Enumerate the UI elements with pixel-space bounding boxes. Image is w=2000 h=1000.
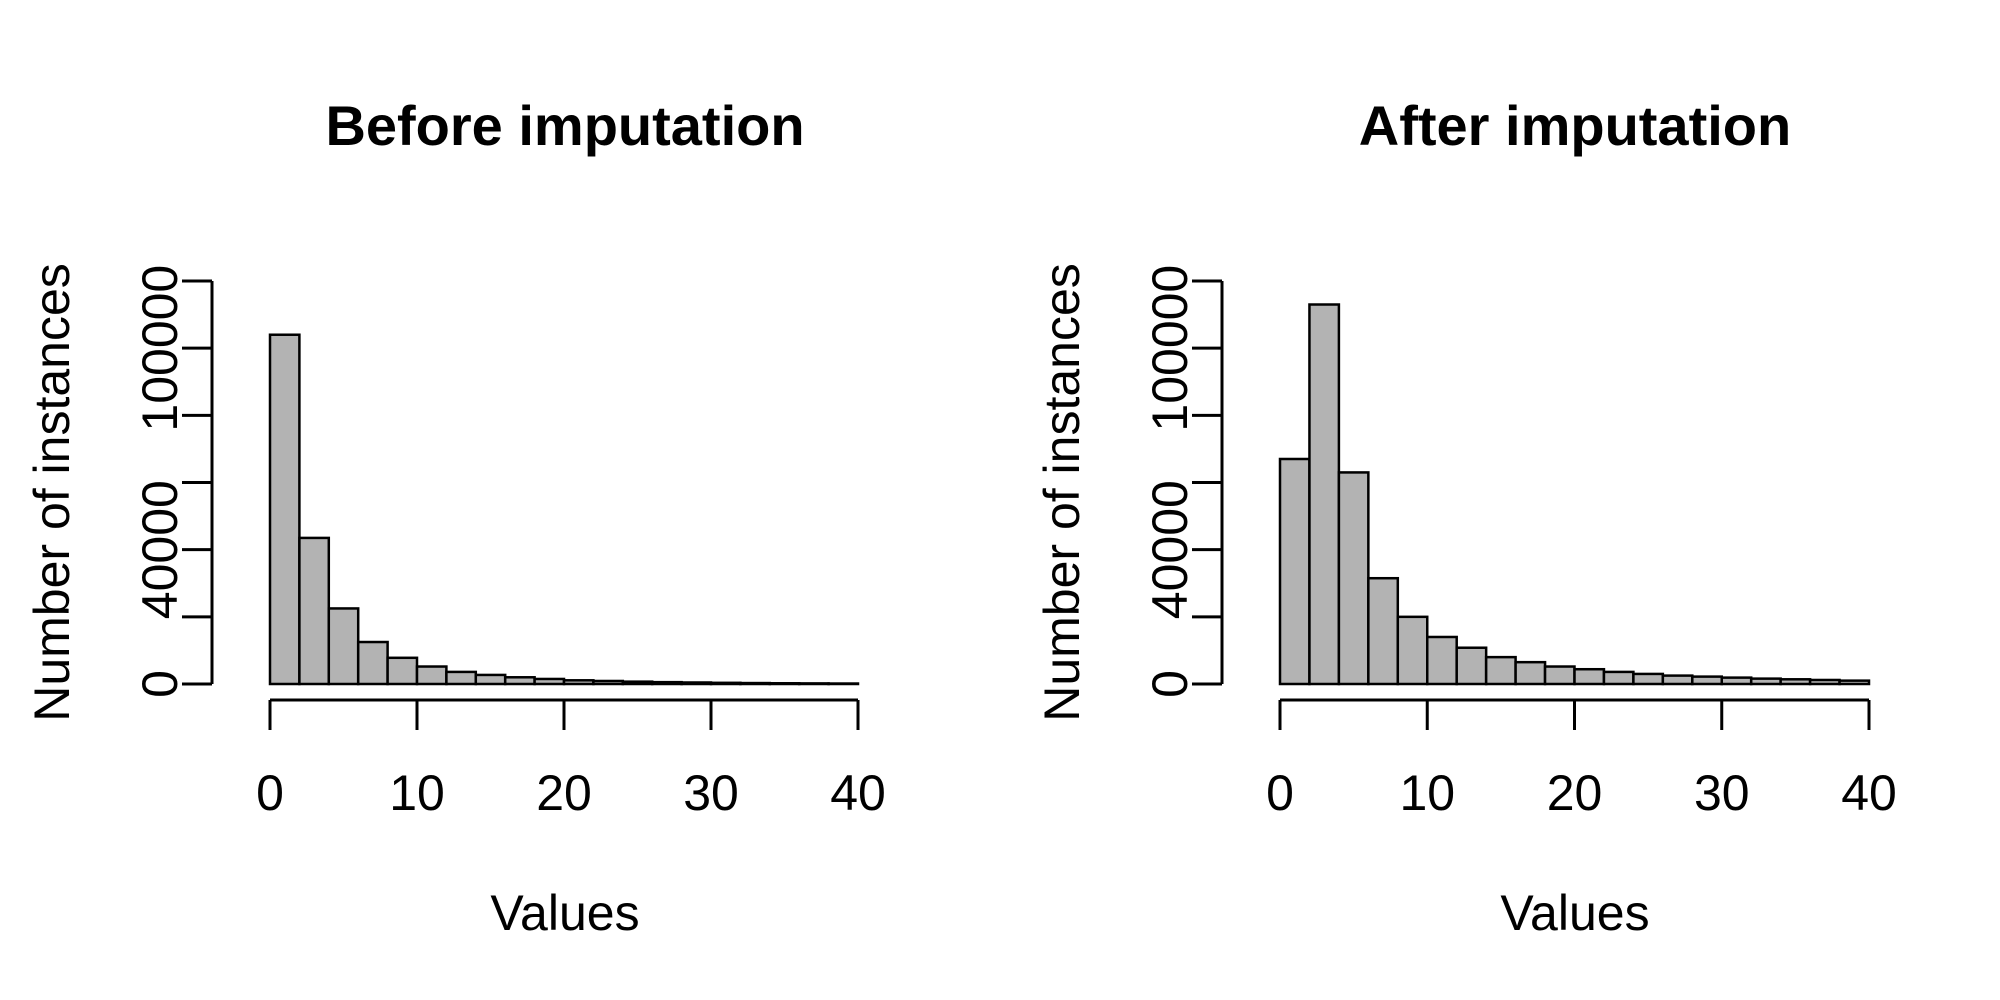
panel-before-imputation: Before imputation 0 40000 100000 Number of i… xyxy=(24,94,886,941)
histogram-bar xyxy=(1396,615,1429,686)
histogram-bar xyxy=(650,680,683,686)
x-axis: 0 10 20 30 40 xyxy=(1266,698,1897,821)
x-tick-label: 40 xyxy=(830,765,886,821)
histogram-bar xyxy=(1367,576,1400,686)
y-tick-label: 100000 xyxy=(132,265,188,432)
histogram-bar xyxy=(1779,678,1812,686)
histogram-bar xyxy=(1838,679,1871,686)
histogram-bar xyxy=(592,679,625,686)
histogram-bar xyxy=(797,682,830,686)
x-tick-label: 0 xyxy=(1266,765,1294,821)
y-tick-label: 0 xyxy=(1142,670,1198,698)
histogram-bar xyxy=(1602,670,1635,686)
x-axis: 0 10 20 30 40 xyxy=(256,698,886,821)
x-tick-label: 10 xyxy=(1399,765,1455,821)
histogram-bar xyxy=(1514,660,1547,686)
y-tick-label: 40000 xyxy=(132,480,188,619)
histogram-bar xyxy=(1808,678,1841,686)
histogram-bar xyxy=(356,640,389,686)
bars xyxy=(268,333,860,686)
histogram-bar xyxy=(1720,676,1753,686)
histogram-bar xyxy=(680,681,713,686)
x-tick-label: 40 xyxy=(1841,765,1897,821)
y-tick-label: 100000 xyxy=(1142,265,1198,432)
histogram-bar xyxy=(1484,655,1517,686)
histogram-bar xyxy=(739,681,772,686)
histogram-bar xyxy=(1661,674,1694,686)
histogram-bar xyxy=(621,680,654,686)
histogram-bar xyxy=(1691,675,1724,686)
histogram-bar xyxy=(1749,677,1782,686)
histogram-bar xyxy=(474,673,507,686)
x-tick-label: 20 xyxy=(536,765,592,821)
y-tick-label: 40000 xyxy=(1142,480,1198,619)
y-axis: 0 40000 100000 xyxy=(132,265,214,698)
x-tick-label: 0 xyxy=(256,765,284,821)
histogram-bar xyxy=(1337,471,1370,686)
histogram-bar xyxy=(1543,665,1576,686)
y-axis-label: Number of instances xyxy=(1034,263,1090,722)
histogram-bar xyxy=(1632,672,1665,686)
histogram-bar xyxy=(386,656,419,686)
bars xyxy=(1278,303,1871,686)
histogram-bar xyxy=(1278,457,1311,686)
y-tick-label: 0 xyxy=(132,670,188,698)
chart-title: Before imputation xyxy=(325,94,804,157)
x-tick-label: 10 xyxy=(389,765,445,821)
x-axis-label: Values xyxy=(490,885,639,941)
histogram-bar xyxy=(1455,646,1488,686)
histogram-bar xyxy=(415,665,448,686)
histogram-bar xyxy=(768,682,801,686)
histogram-bar xyxy=(445,670,478,686)
histogram-bar xyxy=(1573,667,1606,686)
histogram-bar xyxy=(1426,635,1458,686)
x-tick-label: 20 xyxy=(1547,765,1603,821)
histogram-bar xyxy=(709,681,742,686)
x-tick-label: 30 xyxy=(1694,765,1750,821)
panel-after-imputation: After imputation 0 40000 100000 Number of in… xyxy=(1034,94,1897,941)
histogram-bar xyxy=(562,679,595,686)
chart-title: After imputation xyxy=(1359,94,1791,157)
y-axis: 0 40000 100000 xyxy=(1142,265,1224,698)
x-tick-label: 30 xyxy=(683,765,739,821)
y-axis-label: Number of instances xyxy=(24,263,80,722)
x-axis-label: Values xyxy=(1500,885,1649,941)
histogram-bar xyxy=(268,333,301,686)
histogram-bar xyxy=(298,536,331,686)
histogram-bar xyxy=(533,677,566,686)
histogram-bar xyxy=(503,676,536,686)
histogram-bar xyxy=(1308,303,1341,686)
histogram-bar xyxy=(327,607,360,686)
